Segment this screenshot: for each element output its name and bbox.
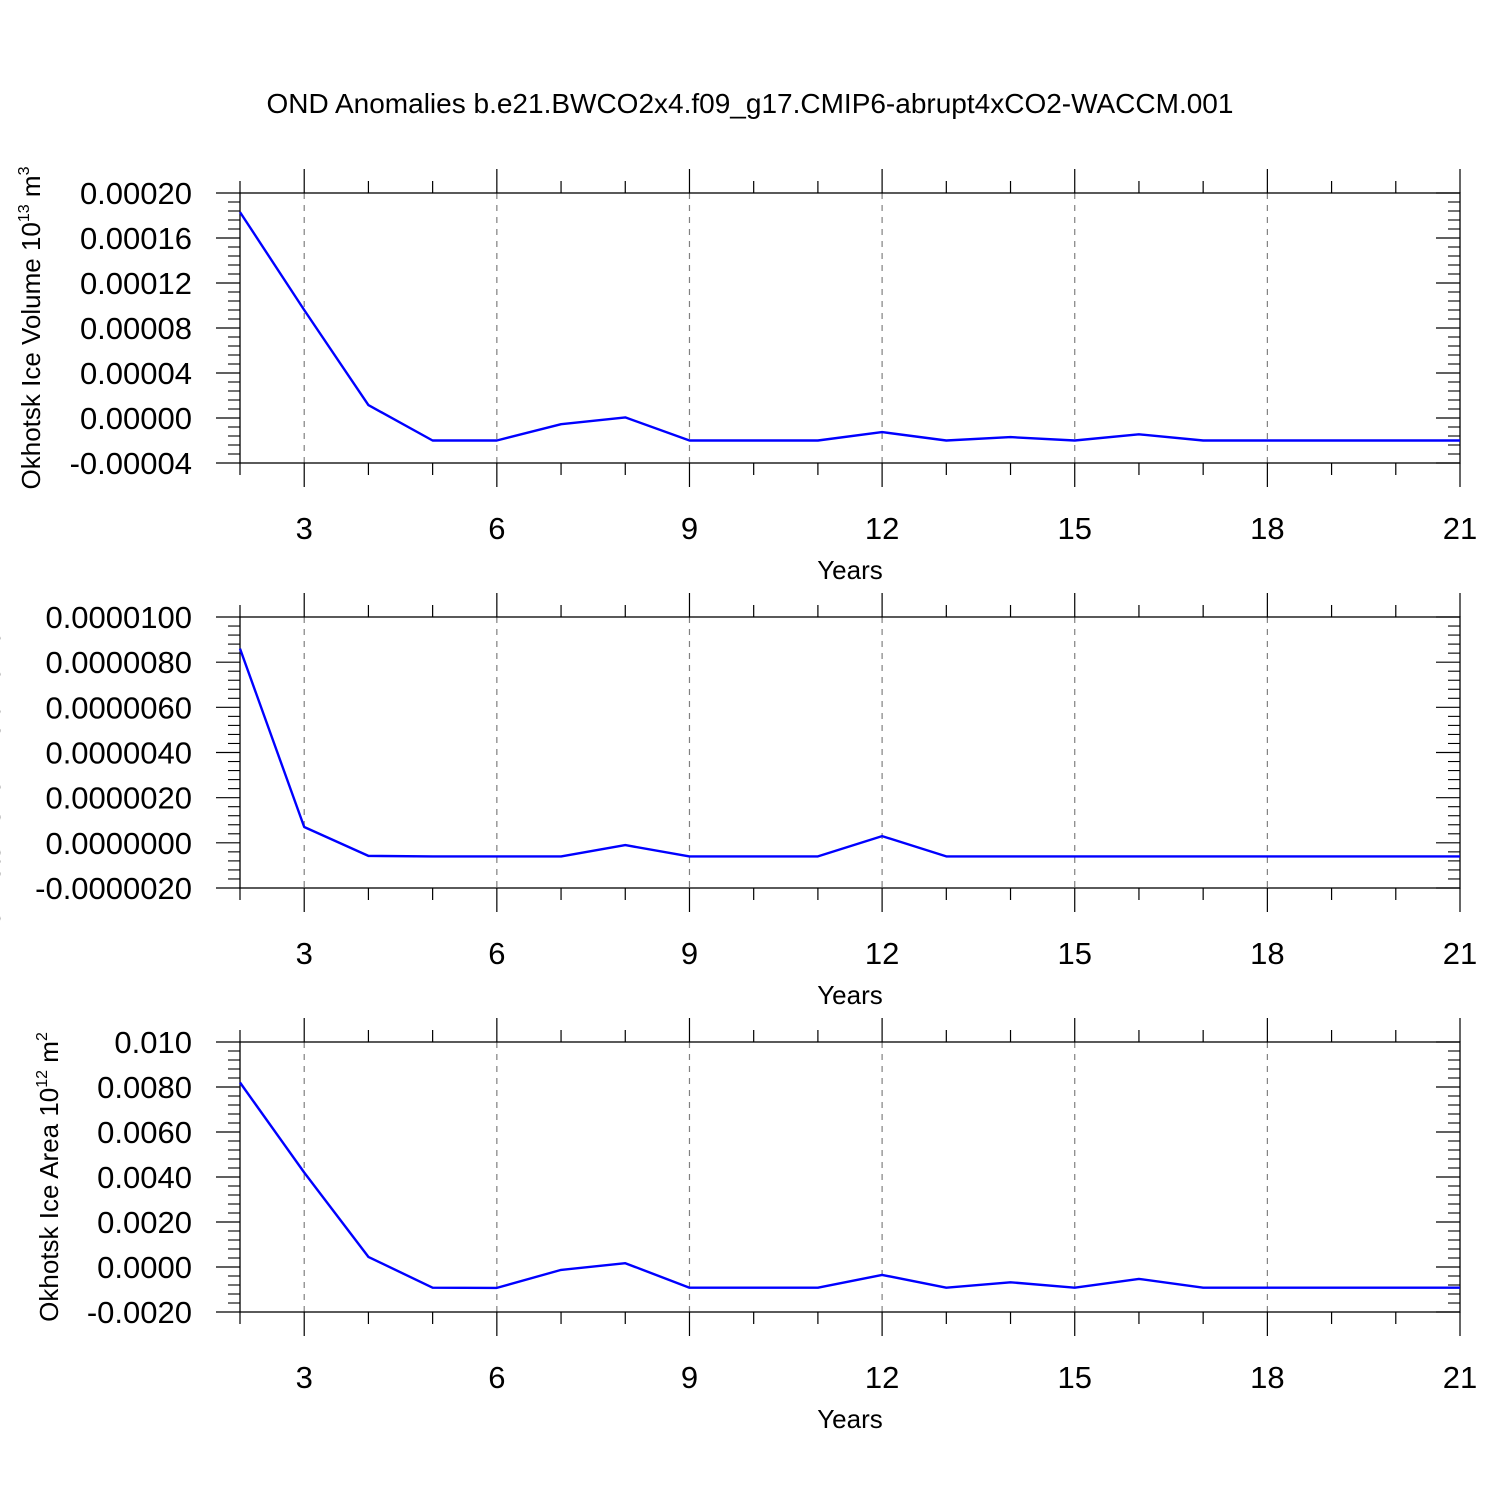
y-tick-label: 0.0000000 [45,826,192,861]
y-tick-label: 0.0020 [97,1205,192,1240]
x-axis-title: Years [817,1404,883,1434]
chart-panel-3: -0.0020 0.0000 0.0020 0.0040 0.0060 0.0080 0.0… [34,1018,1477,1434]
x-tick-label: 12 [865,511,899,546]
y-tick-label: 0.00008 [80,311,192,346]
y-axis-title: Okhotsk Snow Volume 1013 m3 [0,575,6,928]
y-tick-label: 0.00012 [80,266,192,301]
y-tick-label: 0.0000040 [45,736,192,771]
y-tick-label: 0.0000080 [45,645,192,680]
y-tick-label: 0.0060 [97,1115,192,1150]
series-line [238,211,1460,442]
x-tick-label: 9 [681,511,698,546]
y-tick-label: -0.00004 [70,446,192,481]
y-tick-label: 0.0000100 [45,600,192,635]
y-tick-label: 0.0080 [97,1070,192,1105]
x-tick-label: 9 [681,936,698,971]
x-tick-label: 3 [296,1360,313,1395]
y-tick-label: -0.0020 [87,1295,192,1330]
x-tick-label: 15 [1057,511,1091,546]
x-tick-label: 18 [1250,1360,1284,1395]
x-axis-title: Years [817,555,883,585]
x-axis-title: Years [817,980,883,1010]
x-tick-label: 3 [296,511,313,546]
y-tick-label: 0.00000 [80,401,192,436]
x-tick-label: 18 [1250,511,1284,546]
chart-panel-2: -0.0000020 0.0000000 0.0000020 0.0000040 0.0… [0,575,1477,1010]
y-tick-label: 0.00020 [80,176,192,211]
x-tick-label: 12 [865,936,899,971]
series-line [239,1081,1460,1290]
y-tick-label: 0.00004 [80,356,192,391]
y-tick-label: -0.0000020 [35,871,192,906]
x-tick-label: 15 [1057,936,1091,971]
y-tick-label: 0.00016 [80,221,192,256]
plot-frame [239,192,1461,464]
x-tick-label: 9 [681,1360,698,1395]
y-tick-label: 0.010 [114,1025,192,1060]
y-tick-label: 0.0000020 [45,781,192,816]
chart-panel-1: -0.00004 0.00000 0.00004 0.00008 0.00012 0.00… [16,166,1477,585]
page-title: OND Anomalies b.e21.BWCO2x4.f09_g17.CMIP… [266,88,1234,119]
x-tick-label: 6 [488,936,505,971]
x-tick-label: 3 [296,936,313,971]
x-tick-label: 21 [1443,936,1477,971]
y-axis-title: Okhotsk Ice Volume 1013 m3 [16,166,46,489]
plot-frame [239,1041,1461,1313]
y-axis-title: Okhotsk Ice Area 1012 m2 [34,1032,64,1322]
x-tick-label: 18 [1250,936,1284,971]
x-tick-label: 6 [488,1360,505,1395]
series-line [238,648,1460,858]
y-tick-label: 0.0040 [97,1160,192,1195]
x-tick-label: 6 [488,511,505,546]
y-tick-label: 0.0000 [97,1250,192,1285]
x-tick-label: 15 [1057,1360,1091,1395]
x-tick-label: 21 [1443,1360,1477,1395]
x-tick-label: 12 [865,1360,899,1395]
y-tick-label: 0.0000060 [45,690,192,725]
x-tick-label: 21 [1443,511,1477,546]
